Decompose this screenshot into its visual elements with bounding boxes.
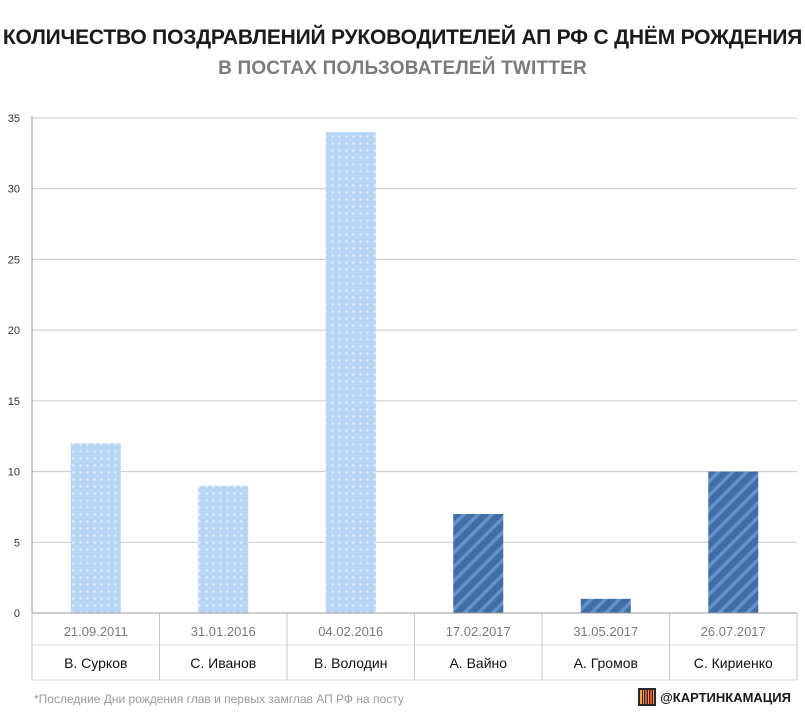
bar-4: [453, 514, 504, 613]
x-date-label: 21.09.2011: [64, 624, 128, 639]
bar-1: [70, 443, 121, 613]
y-tick-label: 30: [8, 184, 20, 196]
y-tick-label: 5: [14, 537, 20, 549]
x-date-label: 17.02.2017: [446, 624, 511, 639]
chart-title: КОЛИЧЕСТВО ПОЗДРАВЛЕНИЙ РУКОВОДИТЕЛЕЙ АП…: [2, 26, 803, 49]
x-category-label: В. Сурков: [64, 655, 127, 671]
x-date-label: 26.07.2017: [701, 624, 766, 639]
y-tick-label: 35: [8, 113, 20, 125]
x-date-label: 31.05.2017: [573, 624, 638, 639]
y-tick-label: 10: [8, 467, 20, 479]
brand-name: @КАРТИНКАМАЦИЯ: [660, 689, 791, 705]
y-tick-label: 0: [14, 608, 20, 620]
barcode-logo-icon: [638, 688, 657, 706]
bar-6: [708, 471, 759, 613]
chart-subtitle: В ПОСТАХ ПОЛЬЗОВАТЕЛЕЙ TWITTER: [218, 58, 587, 79]
x-category-label: С. Иванов: [190, 655, 256, 671]
x-date-label: 31.01.2016: [191, 624, 256, 639]
y-tick-label: 25: [8, 254, 20, 266]
brand: @КАРТИНКАМАЦИЯ: [638, 688, 791, 706]
x-category-label: С. Кириенко: [694, 655, 773, 671]
footnote: *Последние Дни рождения глав и первых за…: [34, 692, 404, 706]
x-category-label: В. Володин: [314, 655, 387, 671]
y-tick-label: 20: [8, 325, 20, 337]
y-tick-label: 15: [8, 396, 20, 408]
x-category-label: А. Вайно: [449, 655, 507, 671]
bar-5: [580, 598, 631, 613]
bar-3: [325, 132, 376, 613]
x-category-label: А. Громов: [574, 655, 638, 671]
bar-2: [198, 485, 249, 613]
x-date-label: 04.02.2016: [318, 624, 383, 639]
